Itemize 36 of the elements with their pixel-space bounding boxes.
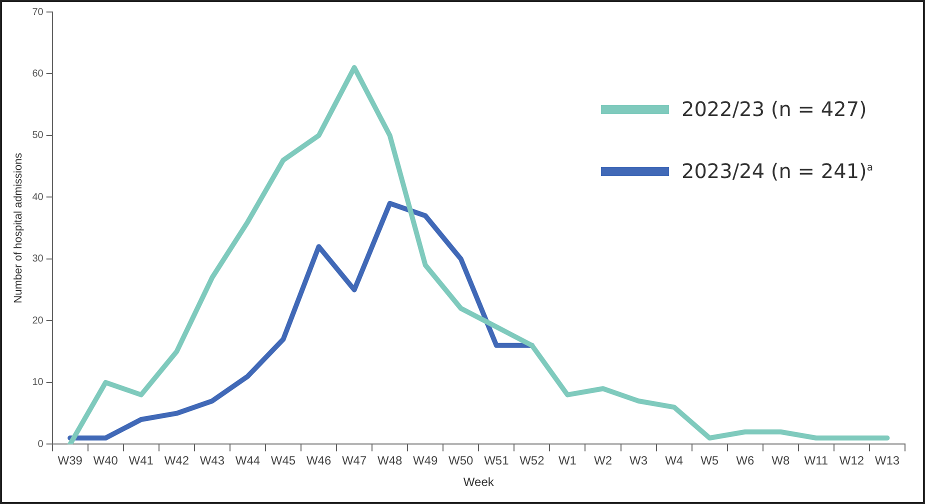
x-tick-label: W4 (665, 454, 684, 468)
legend-label: 2022/23 (n = 427) (681, 97, 867, 121)
x-tick-label: W48 (377, 454, 402, 468)
x-tick-label: W40 (93, 454, 118, 468)
x-tick-label: W42 (164, 454, 190, 468)
x-tick-label: W44 (235, 454, 260, 468)
x-tick-label: W41 (128, 454, 154, 468)
x-tick-label: W11 (804, 454, 828, 468)
x-tick-label: W50 (448, 454, 474, 468)
y-tick-label: 60 (32, 68, 44, 80)
x-tick-label: W43 (200, 454, 225, 468)
y-tick-label: 10 (32, 377, 44, 388)
x-tick-label: W5 (700, 454, 719, 468)
x-tick-label: W13 (874, 454, 900, 468)
x-tick-label: W1 (558, 454, 577, 468)
x-tick-label: W51 (484, 454, 510, 468)
y-tick-label: 70 (32, 6, 44, 18)
x-tick-label: W39 (58, 454, 83, 468)
x-tick-label: W47 (342, 454, 367, 468)
y-tick-label: 0 (38, 438, 44, 450)
y-tick-label: 40 (32, 192, 44, 203)
x-tick-label: W45 (270, 454, 296, 468)
y-axis-title: Number of hospital admissions (12, 152, 25, 304)
x-tick-label: W46 (306, 454, 332, 468)
x-tick-label: W2 (594, 454, 612, 468)
x-axis-title: Week (463, 475, 495, 490)
x-tick-label: W52 (520, 454, 545, 468)
x-tick-label: W3 (630, 454, 648, 468)
x-tick-label: W6 (736, 454, 754, 468)
legend-label: 2023/24 (n = 241)$^{a}$ (681, 159, 873, 183)
y-tick-label: 30 (32, 254, 44, 265)
y-tick-label: 20 (32, 315, 44, 326)
x-tick-label: W8 (772, 454, 790, 468)
x-tick-label: W12 (839, 454, 864, 468)
y-tick-label: 50 (32, 130, 44, 142)
x-tick-label: W49 (413, 454, 438, 468)
